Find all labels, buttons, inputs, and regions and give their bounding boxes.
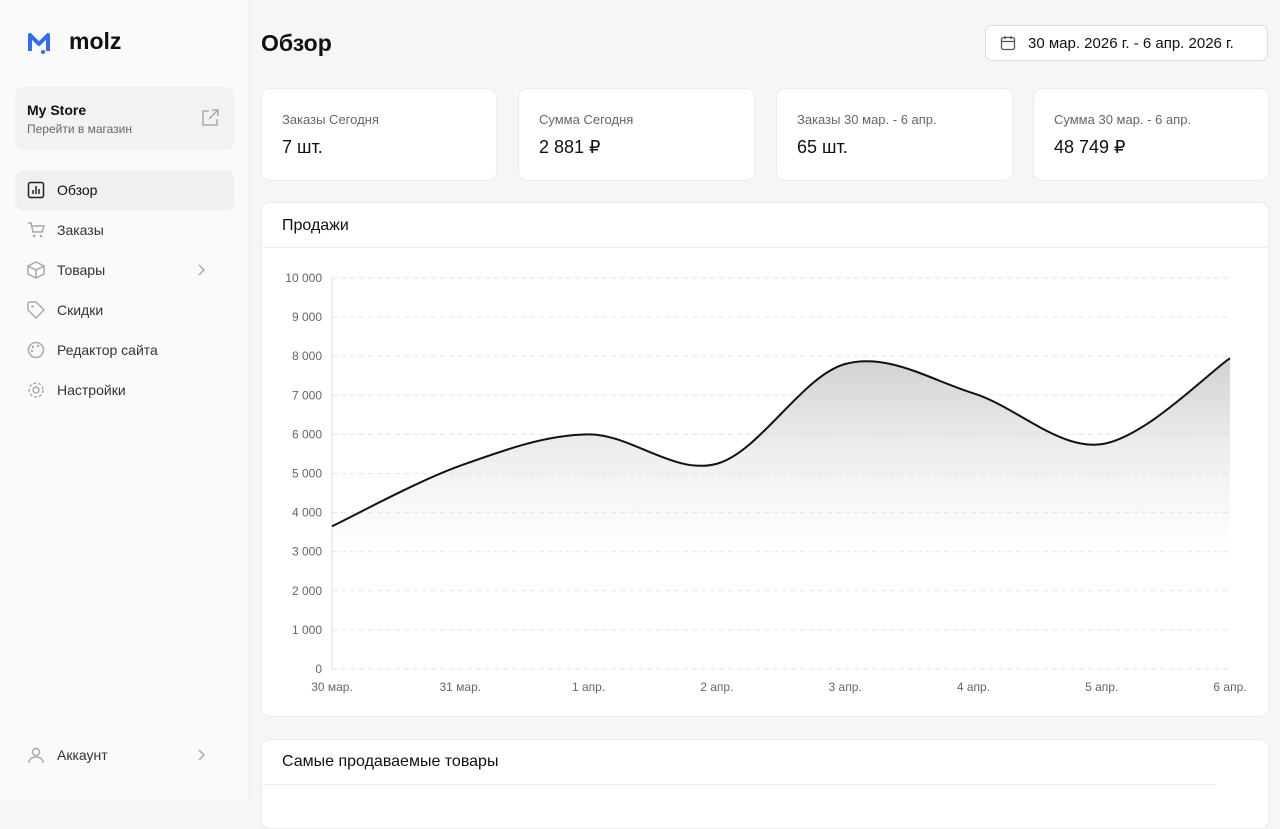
chart-title: Продажи xyxy=(282,217,349,234)
brand-name: molz xyxy=(69,28,122,54)
calendar-icon xyxy=(1000,36,1016,51)
stat-label: Заказы 30 мар. - 6 апр. xyxy=(797,112,937,127)
icon xyxy=(28,747,44,764)
x-tick-label: 3 апр. xyxy=(829,680,862,694)
stat-value: 65 шт. xyxy=(797,137,848,157)
stat-label: Заказы Сегодня xyxy=(282,112,379,127)
y-tick-label: 3 000 xyxy=(292,545,322,559)
nav-item[interactable]: Товары xyxy=(15,250,234,290)
x-tick-label: 4 апр. xyxy=(957,680,990,694)
stat-card: Сумма Сегодня 2 881 ₽ xyxy=(518,88,755,181)
nav-item[interactable]: Обзор xyxy=(15,170,234,210)
chevron xyxy=(198,749,206,761)
sidebar: molz My Store Перейти в магазин Обзор За… xyxy=(0,0,250,800)
icon xyxy=(27,181,45,199)
y-tick-label: 0 xyxy=(315,662,322,676)
divider xyxy=(262,247,1268,248)
nav-label: Обзор xyxy=(57,182,98,198)
top-products-card: Самые продаваемые товары xyxy=(261,739,1269,829)
nav-item[interactable]: Заказы xyxy=(15,210,234,250)
nav-label: Скидки xyxy=(57,302,104,318)
icon xyxy=(27,301,45,319)
nav-label: Настройки xyxy=(57,382,126,398)
y-tick-label: 9 000 xyxy=(292,310,322,324)
x-tick-label: 2 апр. xyxy=(700,680,733,694)
line xyxy=(331,357,1231,528)
x-tick-label: 1 апр. xyxy=(572,680,605,694)
chart: 0 1 000 2 000 3 000 4 000 5 000 6 000 7 000 8 00… xyxy=(285,271,1246,694)
store-link: Перейти в магазин xyxy=(27,122,132,136)
x-tick-label: 31 мар. xyxy=(439,680,481,694)
y-tick-label: 6 000 xyxy=(292,427,322,441)
icon xyxy=(28,382,44,398)
y-tick-label: 1 000 xyxy=(292,623,322,637)
nav-item[interactable]: Редактор сайта xyxy=(15,330,234,370)
y-tick-label: 8 000 xyxy=(292,349,322,363)
y-tick-label: 5 000 xyxy=(292,467,322,481)
stat-value: 48 749 ₽ xyxy=(1054,137,1126,157)
stat-value: 7 шт. xyxy=(282,137,323,157)
icon xyxy=(27,261,45,279)
sales-card: Продажи 0 1 000 2 000 3 000 4 000 5 000 6 000 7… xyxy=(261,202,1269,717)
y-tick-label: 7 000 xyxy=(292,388,322,402)
y-tick-label: 10 000 xyxy=(285,271,322,285)
nav-item[interactable]: Настройки xyxy=(15,370,234,410)
stat-card: Заказы Сегодня 7 шт. xyxy=(261,88,497,181)
x-tick-label: 6 апр. xyxy=(1213,680,1246,694)
account[interactable]: Аккаунт xyxy=(15,735,234,775)
page-title: Обзор xyxy=(261,30,332,56)
x-tick-label: 30 мар. xyxy=(311,680,353,694)
stat-card: Сумма 30 мар. - 6 апр. 48 749 ₽ xyxy=(1033,88,1269,181)
stat-label: Сумма 30 мар. - 6 апр. xyxy=(1054,112,1192,127)
icon xyxy=(27,341,45,359)
date-picker[interactable]: 30 мар. 2026 г. - 6 апр. 2026 г. xyxy=(985,25,1268,61)
store-name: My Store xyxy=(27,102,87,118)
stat-card: Заказы 30 мар. - 6 апр. 65 шт. xyxy=(776,88,1013,181)
nav-label: Редактор сайта xyxy=(57,342,158,358)
y-tick-label: 4 000 xyxy=(292,506,322,520)
nav-label: Товары xyxy=(57,262,106,278)
x-tick-label: 5 апр. xyxy=(1085,680,1118,694)
area xyxy=(332,358,1230,669)
external-icon xyxy=(202,109,219,126)
brand[interactable]: molz xyxy=(27,28,121,55)
logo xyxy=(28,32,50,54)
divider xyxy=(262,784,1216,785)
icon xyxy=(28,222,45,238)
store-card[interactable]: My Store Перейти в магазин xyxy=(15,87,234,150)
nav-label: Заказы xyxy=(57,222,104,238)
stat-value: 2 881 ₽ xyxy=(539,137,601,157)
stat-label: Сумма Сегодня xyxy=(539,112,634,127)
account-label: Аккаунт xyxy=(57,747,108,763)
chevron xyxy=(198,264,206,276)
y-tick-label: 2 000 xyxy=(292,584,322,598)
nav-item[interactable]: Скидки xyxy=(15,290,234,330)
section-title: Самые продаваемые товары xyxy=(282,753,499,770)
date-range: 30 мар. 2026 г. - 6 апр. 2026 г. xyxy=(1028,34,1234,52)
